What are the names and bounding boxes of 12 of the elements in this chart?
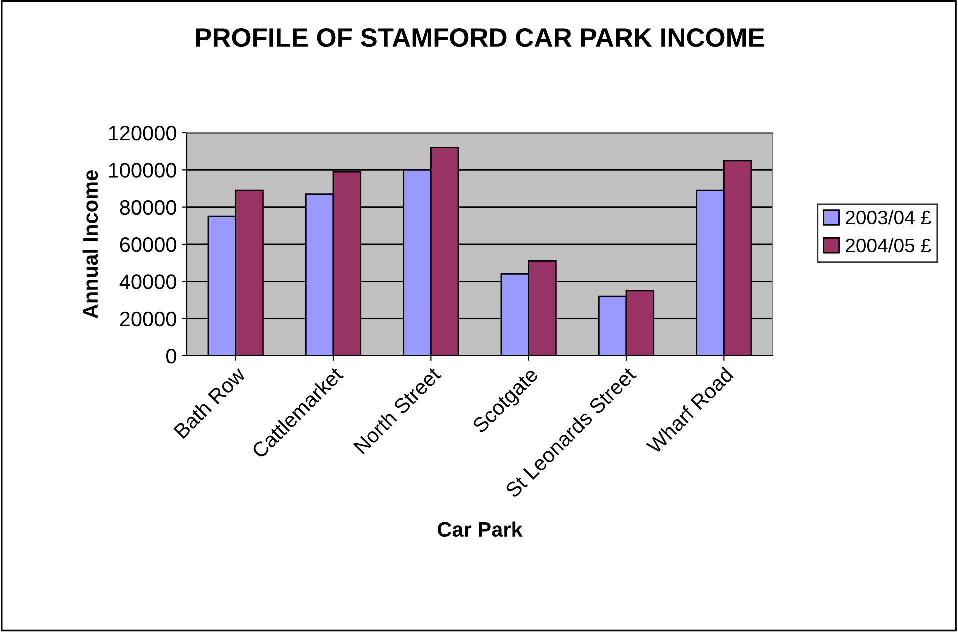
y-tick-label: 60000	[120, 238, 176, 252]
chart-title: PROFILE OF STAMFORD CAR PARK INCOME	[196, 28, 764, 48]
y-tick-label: 120000	[109, 126, 176, 141]
y-tick-label: 20000	[120, 312, 176, 327]
y-tick-label: 40000	[120, 274, 176, 290]
y-axis-title: Annual Income	[82, 170, 98, 319]
y-tick-label: 0	[166, 349, 176, 364]
legend-label: 2004/05 £	[846, 238, 932, 253]
y-tick-label: 100000	[109, 163, 176, 178]
legend-label: 2003/04 £	[846, 210, 932, 225]
y-tick-label: 80000	[120, 200, 176, 216]
x-axis-title: Car Park	[438, 522, 523, 538]
